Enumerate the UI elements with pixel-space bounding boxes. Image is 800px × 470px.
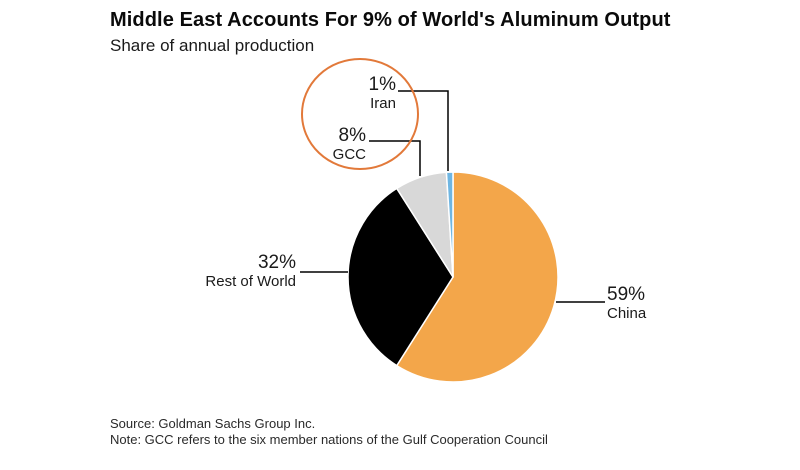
china-value: 59% [607, 284, 646, 305]
gcc-value: 8% [338, 125, 366, 146]
pie-slice-china [395, 171, 559, 383]
slice-label-china: 59% China [607, 284, 646, 323]
chart-title: Middle East Accounts For 9% of World's A… [110, 9, 671, 31]
rest-of-world-name: Rest of World [205, 273, 296, 290]
pie-slice-iran [445, 171, 454, 278]
slice-label-rest-of-world: 32% Rest of World [205, 252, 296, 291]
iran-value: 1% [368, 74, 396, 95]
pie [347, 171, 559, 383]
rest-of-world-value: 32% [257, 252, 296, 273]
pie-slice-rest-of-world [347, 187, 454, 367]
gcc-connector-line [369, 140, 421, 176]
slice-label-iran: 1% Iran [369, 74, 396, 113]
chart-footer: Source: Goldman Sachs Group Inc. Note: G… [110, 416, 548, 448]
slice-label-gcc: 8% GCC [333, 125, 366, 164]
chart-subtitle: Share of annual production [110, 36, 315, 55]
gcc-name: GCC [332, 146, 366, 163]
iran-name: Iran [370, 95, 396, 112]
china-name: China [607, 305, 647, 322]
iran-connector-line [398, 90, 449, 171]
source-line: Source: Goldman Sachs Group Inc. [110, 416, 316, 431]
note-line: Note: GCC refers to the six member natio… [110, 432, 548, 447]
middle-east-highlight-circle [301, 58, 419, 170]
